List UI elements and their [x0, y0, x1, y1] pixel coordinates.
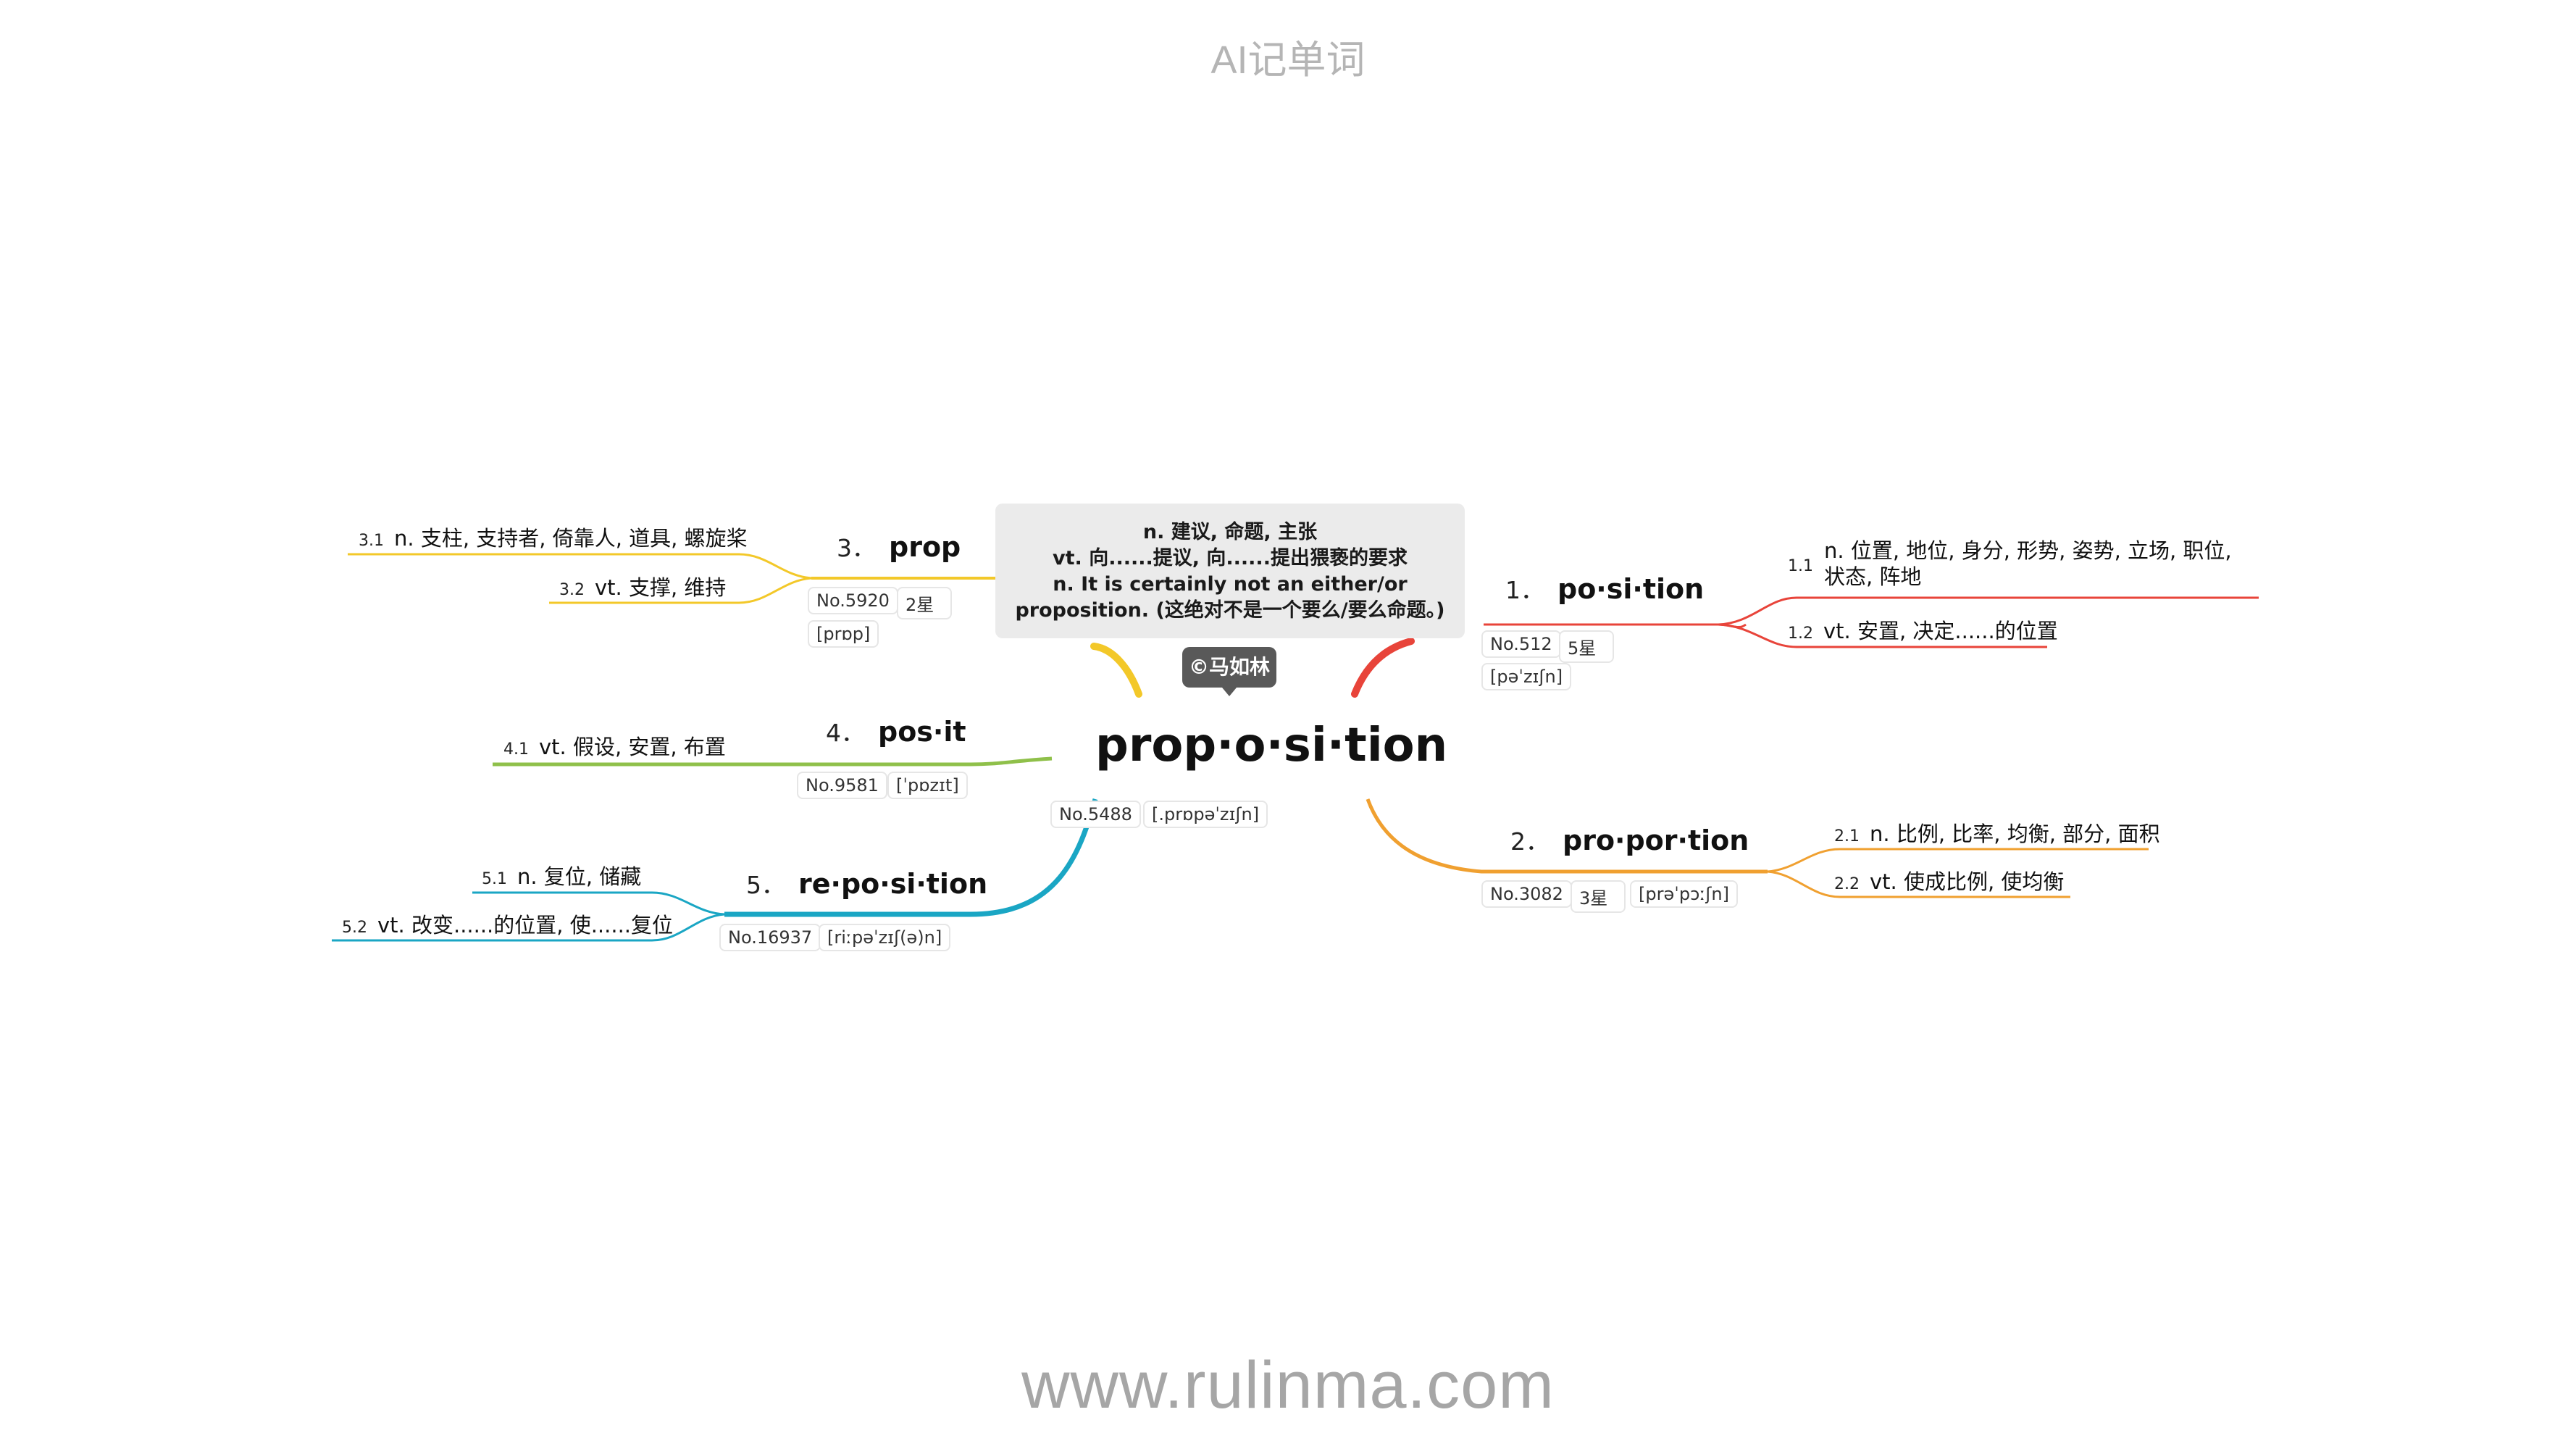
definition-line: n. It is certainly not an either/or	[1053, 573, 1408, 596]
leaf-text: n. 比例, 比率, 均衡, 部分, 面积	[1870, 822, 2160, 846]
word-number-tag: No.3082	[1481, 880, 1572, 908]
connector-leaf-1-2	[1718, 623, 2047, 648]
connector-leaf-5-2	[332, 913, 725, 942]
leaf-2-2[interactable]: 2.2 vt. 使成比例, 使均衡	[1834, 865, 2064, 895]
branch-number: 5．	[746, 871, 785, 899]
leaf-3-1[interactable]: 3.1 n. 支柱, 支持者, 倚靠人, 道具, 螺旋桨	[359, 522, 748, 552]
star-rating-tag: 3星	[1571, 880, 1626, 913]
app-title: AI记单词	[1210, 38, 1366, 82]
branch-topic-3[interactable]: 3． prop	[837, 529, 961, 564]
leaf-1-1[interactable]: 1.1 n. 位置, 地位, 身分, 形势, 姿势, 立场, 职位, 状态, 阵…	[1788, 538, 2251, 590]
branch-topic-1[interactable]: 1． po·si·tion	[1505, 571, 1704, 606]
branch-number: 4．	[826, 719, 865, 747]
branch-topic-5[interactable]: 5． re·po·si·tion	[746, 866, 987, 901]
leaf-text: vt. 支撑, 维持	[595, 575, 727, 600]
leaf-text: vt. 假设, 安置, 布置	[539, 735, 726, 759]
connector-branch-3	[1090, 643, 1142, 698]
leaf-5-1[interactable]: 5.1 n. 复位, 储藏	[482, 860, 641, 890]
connector-leaf-2-2	[1767, 870, 2070, 898]
leaf-2-1[interactable]: 2.1 n. 比例, 比率, 均衡, 部分, 面积	[1834, 817, 2160, 848]
definition-card: n. 建议, 命题, 主张 vt. 向......提议, 向......提出猥亵…	[995, 504, 1465, 638]
connector-leaf-5-1	[472, 891, 725, 916]
branch-word: pro·por·tion	[1563, 824, 1749, 856]
connector-leaf-3-2	[549, 577, 812, 604]
leaf-5-2[interactable]: 5.2 vt. 改变......的位置, 使......复位	[342, 909, 673, 939]
leaf-number: 5.1	[482, 870, 507, 888]
leaf-text: vt. 改变......的位置, 使......复位	[377, 913, 674, 938]
leaf-number: 4.1	[503, 740, 529, 759]
phonetic-tag: [prɒp]	[808, 620, 879, 648]
phonetic-tag: [pəˈzɪʃn]	[1481, 663, 1572, 690]
leaf-number: 5.2	[342, 919, 367, 937]
connector-branch-1	[1351, 638, 1415, 698]
author-badge: ©马如林	[1182, 647, 1276, 696]
leaf-number: 1.2	[1788, 625, 1813, 643]
branch-number: 1．	[1505, 576, 1544, 604]
leaf-number: 3.1	[359, 532, 384, 550]
branch-topic-2[interactable]: 2． pro·por·tion	[1510, 822, 1749, 857]
phonetic-tag: [.prɒpəˈzɪʃn]	[1143, 801, 1268, 828]
leaf-number: 1.1	[1788, 557, 1813, 575]
connector-leaf-1-1	[1718, 596, 2259, 626]
branch-number: 3．	[837, 534, 876, 562]
branch-number: 2．	[1510, 827, 1550, 856]
branch-topic-4[interactable]: 4． pos·it	[826, 714, 966, 748]
word-number-tag: No.512	[1481, 630, 1561, 658]
star-rating-tag: 2星	[897, 587, 952, 619]
leaf-text: n. 位置, 地位, 身分, 形势, 姿势, 立场, 职位, 状态, 阵地	[1824, 538, 2232, 589]
phonetic-tag: [prəˈpɔːʃn]	[1630, 880, 1738, 908]
leaf-text: n. 支柱, 支持者, 倚靠人, 道具, 螺旋桨	[394, 526, 748, 551]
branch-word: re·po·si·tion	[798, 868, 988, 900]
leaf-1-2[interactable]: 1.2 vt. 安置, 决定......的位置	[1788, 614, 2058, 645]
star-rating-tag: 5星	[1559, 630, 1614, 663]
leaf-number: 3.2	[559, 581, 585, 599]
word-number-tag: No.16937	[719, 924, 821, 951]
definition-line: n. 建议, 命题, 主张	[1142, 521, 1318, 543]
leaf-3-2[interactable]: 3.2 vt. 支撑, 维持	[559, 571, 726, 601]
leaf-4-1[interactable]: 4.1 vt. 假设, 安置, 布置	[503, 730, 726, 761]
central-topic[interactable]: prop·o·si·tion	[1095, 719, 1448, 772]
leaf-text: n. 复位, 储藏	[517, 864, 642, 889]
leaf-text: vt. 使成比例, 使均衡	[1870, 869, 2065, 894]
definition-line: vt. 向......提议, 向......提出猥亵的要求	[1053, 547, 1408, 569]
word-number-tag: No.5920	[808, 587, 898, 614]
leaf-number: 2.2	[1834, 875, 1860, 893]
phonetic-tag: [riːpəˈzɪʃ(ə)n]	[819, 924, 951, 951]
branch-word: prop	[889, 531, 961, 563]
connector-leaf-3-1	[348, 553, 812, 580]
phonetic-tag: [ˈpɒzɪt]	[887, 772, 968, 799]
branch-word: pos·it	[878, 716, 966, 748]
word-number-tag: No.5488	[1050, 801, 1141, 828]
connector-branch-2	[1366, 798, 1768, 874]
branch-word: po·si·tion	[1557, 573, 1705, 605]
definition-line: proposition. (这绝对不是一个要么/要么命题。)	[1015, 599, 1445, 622]
connector-branch-4	[493, 756, 1053, 767]
leaf-number: 2.1	[1834, 827, 1860, 845]
connector-branch-1-underline	[1484, 623, 1747, 629]
website-url[interactable]: www.rulinma.com	[1021, 1348, 1555, 1422]
word-number-tag: No.9581	[797, 772, 887, 799]
connector-leaf-2-1	[1767, 848, 2149, 873]
leaf-text: vt. 安置, 决定......的位置	[1823, 619, 2058, 643]
